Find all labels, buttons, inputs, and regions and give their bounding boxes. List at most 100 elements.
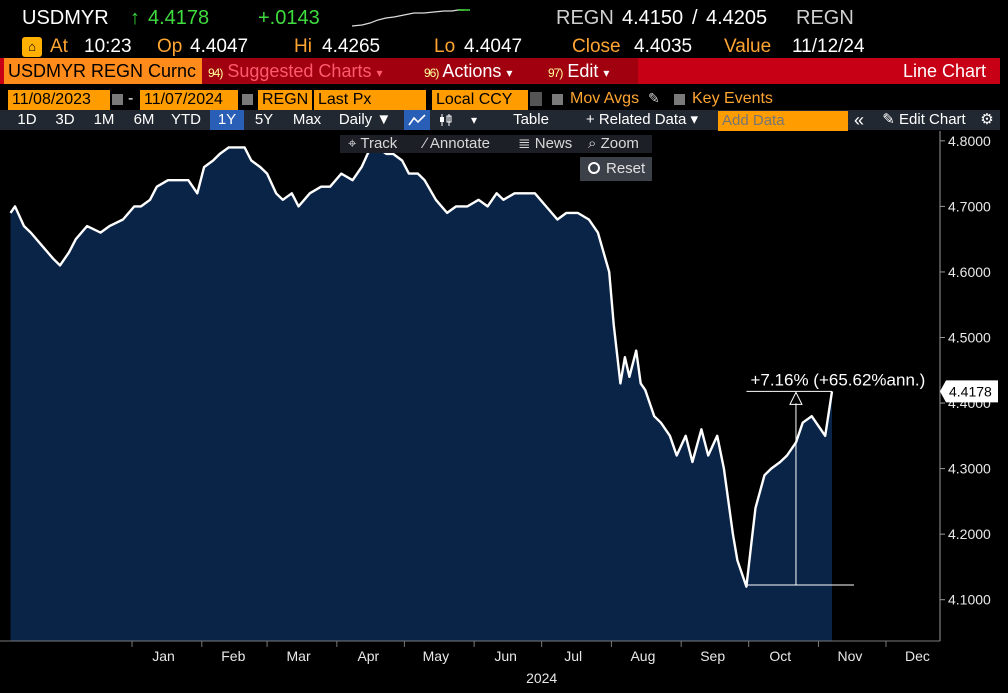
edit-number: 97) <box>548 66 563 80</box>
x-tick-label: Mar <box>287 648 311 664</box>
x-axis: Jan Feb Mar Apr May Jun Jul Aug Sep Oct Nov Dec 2024 <box>0 640 940 686</box>
price-chart[interactable]: 4.10004.20004.30004.40004.50004.60004.70… <box>0 131 1008 693</box>
parameter-bar: 11/08/2023 - 11/07/2024 REGN Last Px Loc… <box>0 88 1008 110</box>
x-tick-label: Jul <box>564 648 582 664</box>
pen-icon: ∕ <box>424 135 427 152</box>
start-date-field[interactable]: 11/08/2023 <box>8 90 110 110</box>
edit-chart-button[interactable]: ✎ Edit Chart <box>874 110 974 130</box>
reset-label: Reset <box>606 160 646 177</box>
realtime-icon[interactable]: ⌂ <box>22 37 42 57</box>
annotation-arrow-head <box>789 391 803 405</box>
zoom-tool[interactable]: ⌕ Zoom <box>588 135 639 153</box>
period-5y-button[interactable]: 5Y <box>254 111 274 128</box>
gear-icon[interactable]: ⚙ <box>980 111 994 128</box>
annotate-label: Annotate <box>429 135 490 152</box>
related-data-button[interactable]: + Related Data ▾ <box>585 111 699 128</box>
actions-menu[interactable]: 96) Actions ▾ <box>418 58 544 84</box>
actions-label: Actions <box>442 61 502 81</box>
period-1m-button[interactable]: 1M <box>93 111 115 128</box>
close-value: 4.4035 <box>634 36 693 57</box>
ask-source: REGN <box>796 7 854 29</box>
sparkline-icon <box>351 9 470 27</box>
y-tick-label: 4.3000 <box>948 461 991 477</box>
price-change: +.0143 <box>258 7 320 29</box>
y-tick-label: 4.2000 <box>948 526 991 542</box>
pencil-icon: ✎ <box>882 111 895 128</box>
end-calendar-icon[interactable] <box>242 94 253 105</box>
frequency-dropdown[interactable]: Daily ▼ <box>338 111 392 128</box>
x-tick-label: Oct <box>769 648 791 664</box>
mov-avgs-checkbox[interactable] <box>552 94 563 105</box>
table-button[interactable]: Table <box>513 111 549 128</box>
collapse-icon[interactable]: « <box>853 110 864 130</box>
y-tick-label: 4.1000 <box>948 592 991 608</box>
key-events-label: Key Events <box>692 90 773 107</box>
price-field-selector[interactable]: Last Px <box>314 90 426 110</box>
open-label: Op <box>157 36 183 57</box>
news-icon: ≣ <box>518 135 531 152</box>
period-max-button[interactable]: Max <box>292 111 322 128</box>
reset-button[interactable]: Reset <box>580 157 652 181</box>
line-chart-icon[interactable] <box>404 110 430 130</box>
reset-icon <box>588 162 600 174</box>
zoom-label: Zoom <box>600 135 639 152</box>
security-field[interactable]: USDMYR REGN Curnc <box>4 58 204 84</box>
last-value-label: 4.4178 <box>949 383 992 399</box>
close-label: Close <box>572 36 621 57</box>
x-tick-label: Jun <box>494 648 517 664</box>
annotation-text: +7.16% (+65.62%ann.) <box>750 370 925 389</box>
edit-chart-label: Edit Chart <box>899 111 966 128</box>
price-line <box>9 146 834 588</box>
suggested-charts-label: Suggested Charts <box>227 61 372 81</box>
period-toolbar: 1D 3D 1M 6M YTD 1Y 5Y Max Daily ▼ ▾ Tabl… <box>0 110 1000 131</box>
candle-chart-icon[interactable] <box>434 110 458 130</box>
low-label: Lo <box>434 36 456 57</box>
chart-style-dropdown-icon[interactable]: ▾ <box>470 113 478 127</box>
ticker-symbol[interactable]: USDMYR <box>22 7 109 29</box>
x-year-label: 2024 <box>526 670 557 686</box>
y-tick-label: 4.6000 <box>948 264 991 280</box>
bid-ask-separator: / <box>692 7 698 29</box>
chart-type-label: Line Chart <box>902 61 986 81</box>
y-tick-label: 4.7000 <box>948 198 991 214</box>
value-date: 11/12/24 <box>792 36 865 57</box>
y-axis: 4.10004.20004.30004.40004.50004.60004.70… <box>939 131 991 641</box>
end-date-field[interactable]: 11/07/2024 <box>140 90 238 110</box>
x-tick-label: May <box>423 648 449 664</box>
period-3d-button[interactable]: 3D <box>55 111 75 128</box>
x-tick-label: Dec <box>905 648 930 664</box>
period-ytd-button[interactable]: YTD <box>171 111 201 128</box>
currency-selector[interactable]: Local CCY <box>432 90 528 110</box>
high-value: 4.4265 <box>322 36 381 57</box>
pencil-icon[interactable]: ✎ <box>648 90 660 106</box>
track-tool[interactable]: ⌖ Track <box>348 135 397 153</box>
change-annotation: +7.16% (+65.62%ann.) <box>746 370 925 586</box>
x-tick-label: Sep <box>700 648 725 664</box>
period-6m-button[interactable]: 6M <box>133 111 155 128</box>
chevron-down-icon: ▾ <box>376 66 383 80</box>
annotate-tool[interactable]: ∕ Annotate <box>424 135 490 153</box>
news-label: News <box>534 135 573 152</box>
quote-time: 10:23 <box>84 36 132 57</box>
pricing-source-field[interactable]: REGN <box>258 90 312 110</box>
key-events-checkbox[interactable] <box>674 94 685 105</box>
y-tick-label: 4.8000 <box>948 133 991 149</box>
currency-dropdown-icon[interactable] <box>530 92 542 106</box>
news-tool[interactable]: ≣ News <box>518 135 572 153</box>
x-tick-label: Nov <box>838 648 863 664</box>
period-1y-button[interactable]: 1Y <box>210 110 244 130</box>
edit-menu[interactable]: 97) Edit ▾ <box>542 58 638 84</box>
mov-avgs-label: Mov Avgs <box>570 90 640 107</box>
x-tick-label: Aug <box>630 648 655 664</box>
y-tick-label: 4.5000 <box>948 329 991 345</box>
start-calendar-icon[interactable] <box>112 94 123 105</box>
menu-bar: USDMYR REGN Curnc 94) Suggested Charts ▾… <box>0 58 1000 84</box>
crosshair-icon: ⌖ <box>348 135 357 152</box>
period-1d-button[interactable]: 1D <box>17 111 37 128</box>
last-value-marker: 4.4178 <box>940 380 998 403</box>
add-data-input[interactable] <box>718 111 848 131</box>
x-tick-label: Apr <box>357 648 379 664</box>
low-value: 4.4047 <box>464 36 523 57</box>
suggested-charts-menu[interactable]: 94) Suggested Charts ▾ <box>202 58 420 84</box>
price-area-fill <box>10 147 832 641</box>
